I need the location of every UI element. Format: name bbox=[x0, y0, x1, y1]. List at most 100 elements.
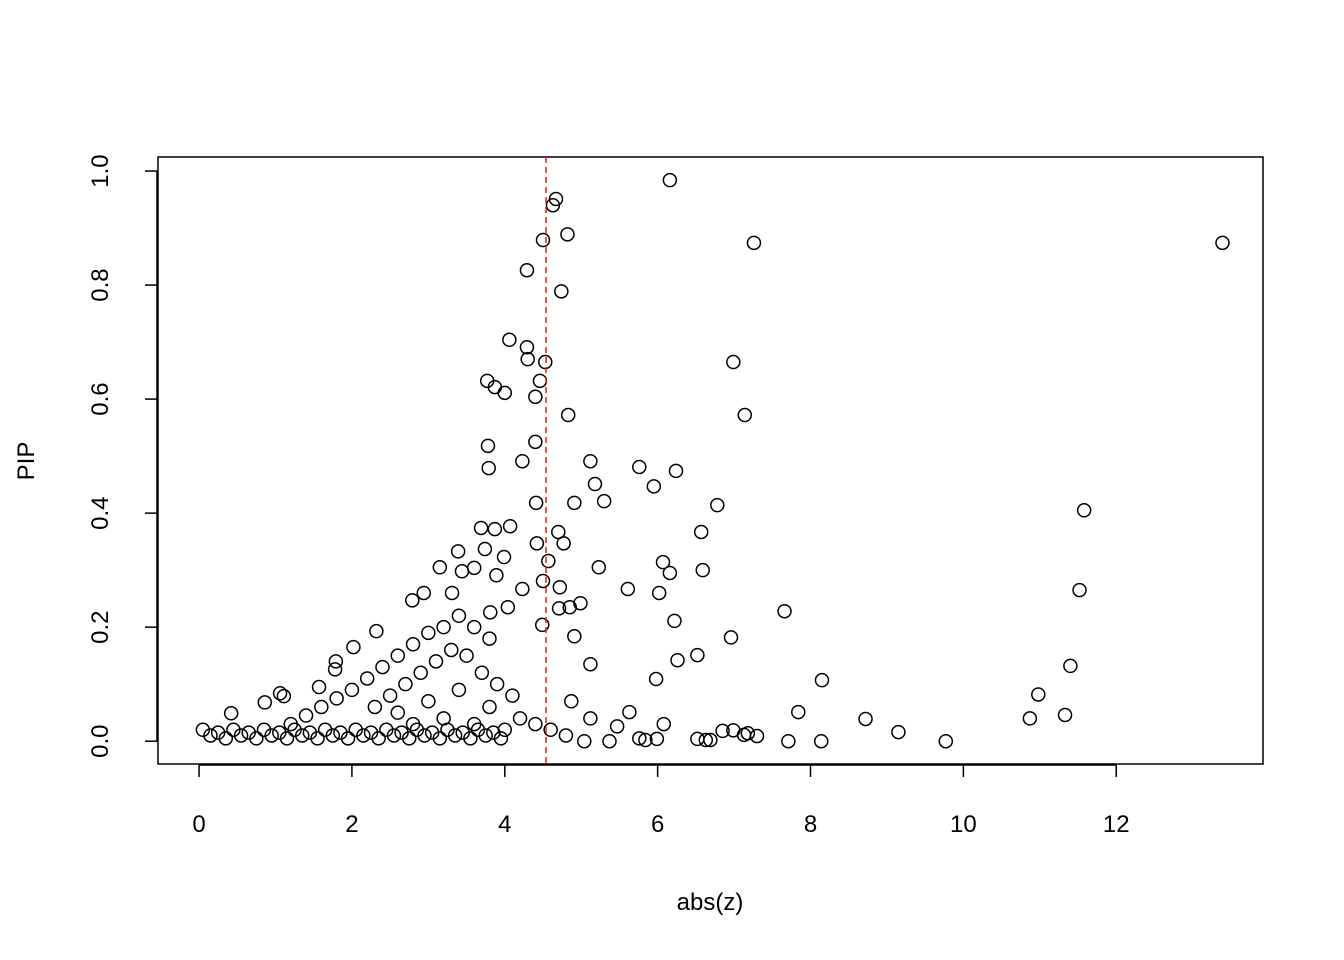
point bbox=[519, 262, 535, 278]
point bbox=[577, 733, 592, 749]
point bbox=[622, 704, 637, 720]
point bbox=[432, 560, 448, 575]
point bbox=[791, 704, 806, 720]
point bbox=[369, 623, 384, 639]
point bbox=[667, 613, 682, 629]
point bbox=[497, 385, 513, 401]
point bbox=[813, 733, 829, 749]
point bbox=[602, 733, 617, 749]
point bbox=[483, 605, 498, 620]
point bbox=[375, 659, 390, 675]
point bbox=[567, 629, 582, 644]
point bbox=[814, 672, 830, 688]
point bbox=[656, 716, 672, 732]
point bbox=[777, 603, 792, 619]
point bbox=[538, 354, 553, 370]
plot-frame bbox=[157, 156, 1264, 765]
point bbox=[858, 711, 873, 727]
point bbox=[519, 339, 535, 355]
point bbox=[502, 518, 518, 534]
point bbox=[413, 665, 428, 681]
point bbox=[543, 722, 558, 738]
point bbox=[535, 232, 551, 248]
point bbox=[502, 332, 517, 348]
point bbox=[340, 731, 356, 746]
x-tick-label: 8 bbox=[804, 811, 817, 838]
y-tick-label: 0.8 bbox=[87, 268, 114, 301]
point bbox=[781, 733, 796, 749]
point bbox=[564, 694, 579, 709]
point bbox=[746, 235, 762, 251]
point bbox=[1057, 707, 1073, 723]
point bbox=[390, 648, 406, 663]
point bbox=[596, 493, 612, 509]
x-tick-label: 2 bbox=[345, 811, 358, 838]
point bbox=[489, 568, 504, 583]
point bbox=[515, 581, 530, 597]
point bbox=[497, 722, 513, 738]
y-tick-label: 0.0 bbox=[87, 725, 114, 758]
point bbox=[487, 521, 503, 537]
point bbox=[662, 172, 678, 188]
point bbox=[715, 723, 730, 739]
point bbox=[541, 553, 556, 569]
point bbox=[528, 495, 544, 511]
point bbox=[473, 520, 489, 536]
point bbox=[1063, 658, 1078, 674]
point bbox=[655, 554, 671, 570]
point bbox=[223, 706, 239, 721]
point bbox=[740, 725, 756, 741]
point bbox=[587, 476, 603, 492]
point bbox=[710, 497, 725, 513]
point bbox=[500, 599, 516, 615]
point bbox=[662, 565, 678, 581]
point bbox=[298, 708, 314, 723]
point bbox=[401, 731, 417, 746]
point bbox=[480, 438, 496, 454]
point bbox=[421, 694, 436, 709]
point bbox=[447, 728, 463, 743]
point bbox=[632, 459, 647, 475]
point bbox=[698, 732, 714, 748]
point bbox=[560, 227, 575, 242]
point bbox=[529, 536, 545, 551]
x-tick-label: 12 bbox=[1103, 811, 1130, 838]
point bbox=[466, 619, 482, 635]
point bbox=[478, 728, 493, 743]
x-tick-label: 10 bbox=[950, 811, 977, 838]
point bbox=[1076, 503, 1092, 518]
point bbox=[444, 585, 460, 601]
point bbox=[481, 460, 496, 476]
point bbox=[436, 619, 451, 635]
point bbox=[405, 716, 421, 732]
point bbox=[203, 728, 218, 743]
point bbox=[459, 648, 474, 663]
point bbox=[450, 544, 466, 559]
point bbox=[515, 453, 530, 469]
point bbox=[421, 625, 436, 641]
point bbox=[451, 682, 467, 698]
point bbox=[1031, 687, 1046, 702]
point bbox=[432, 731, 448, 746]
x-tick-label: 6 bbox=[651, 811, 664, 838]
point bbox=[583, 656, 598, 672]
point bbox=[551, 524, 566, 540]
point bbox=[493, 731, 509, 746]
point bbox=[938, 733, 954, 749]
point bbox=[1215, 235, 1230, 251]
point bbox=[520, 351, 535, 367]
point bbox=[276, 688, 292, 704]
point bbox=[567, 495, 582, 511]
point bbox=[272, 686, 288, 701]
point bbox=[489, 676, 505, 692]
point bbox=[249, 731, 264, 746]
point bbox=[556, 536, 571, 551]
point bbox=[632, 731, 647, 746]
y-axis-label: PIP bbox=[13, 442, 40, 481]
point bbox=[218, 731, 234, 746]
point bbox=[496, 549, 512, 565]
point bbox=[311, 679, 327, 695]
point bbox=[726, 354, 741, 370]
point bbox=[257, 695, 273, 710]
point bbox=[651, 585, 667, 601]
